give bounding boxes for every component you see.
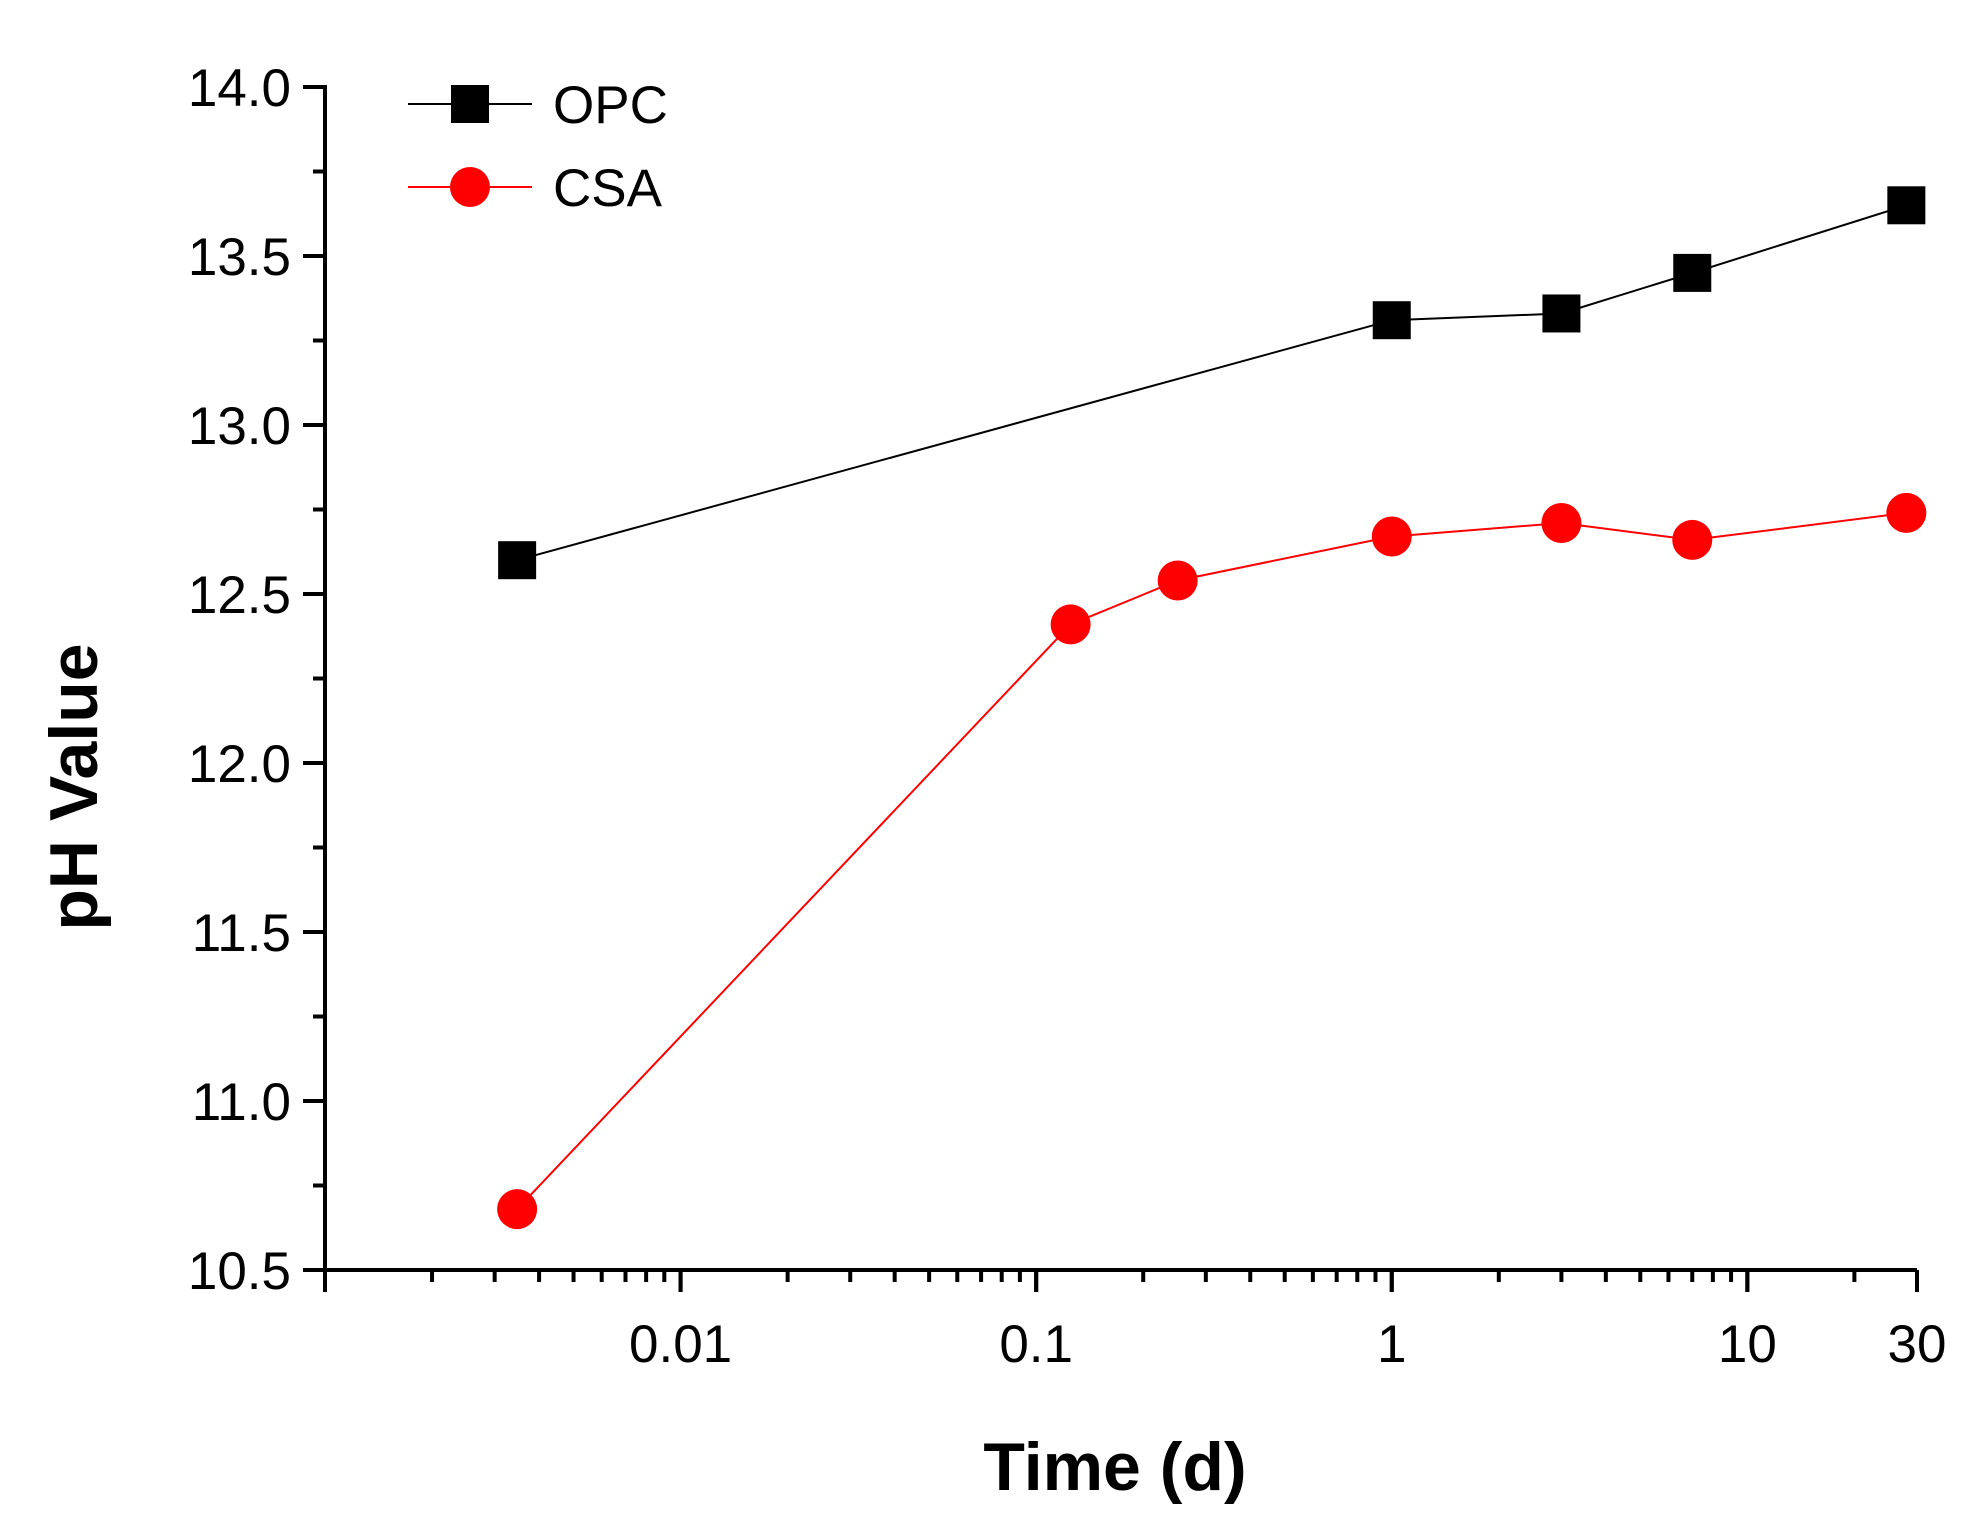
y-tick-label: 12.0 [188,735,291,794]
opc-data-point [498,541,537,580]
csa-data-point [1672,519,1713,560]
opc-data-point [1542,294,1581,333]
csa-data-point [1157,560,1198,601]
opc-data-point [1887,186,1926,225]
y-tick-label: 11.0 [192,1073,291,1132]
legend-item-csa: CSA [408,159,663,218]
x-tick-label: 0.1 [999,1315,1073,1374]
series-csa [497,492,1927,1230]
x-tick-label: 1 [1377,1315,1406,1374]
legend: OPC CSA [408,76,668,218]
y-tick-label: 10.5 [188,1242,291,1301]
legend-csa-marker [450,167,490,207]
csa-data-point [1050,604,1091,645]
csa-data-point [1371,516,1412,557]
y-axis-title: pH Value [36,643,112,930]
x-tick-label: 0.01 [629,1315,732,1374]
legend-csa-label: CSA [553,159,663,218]
x-tick-label: 10 [1718,1315,1777,1374]
opc-data-point [1372,301,1411,340]
axes: 10.5 11.0 11.5 12.0 12.5 13.0 13.5 14.0 0.01 0.1 1… [188,59,1947,1374]
csa-data-point [1541,503,1582,544]
y-tick-label: 14.0 [188,59,291,118]
opc-data-point [1673,253,1712,292]
csa-data-point [1886,492,1927,533]
y-tick-label: 11.5 [192,904,291,963]
csa-data-point [497,1189,538,1230]
x-axis-title: Time (d) [983,1429,1246,1505]
csa-series-line [516,511,1907,1210]
legend-opc-marker [451,85,489,123]
x-tick-label: 30 [1888,1315,1947,1374]
legend-item-opc: OPC [408,76,668,135]
legend-opc-label: OPC [553,76,668,135]
y-tick-label: 13.0 [188,397,291,456]
y-tick-label: 12.5 [188,566,291,625]
series-opc [498,186,1926,580]
y-tick-label: 13.5 [188,228,291,287]
series-layer [497,186,1927,1230]
